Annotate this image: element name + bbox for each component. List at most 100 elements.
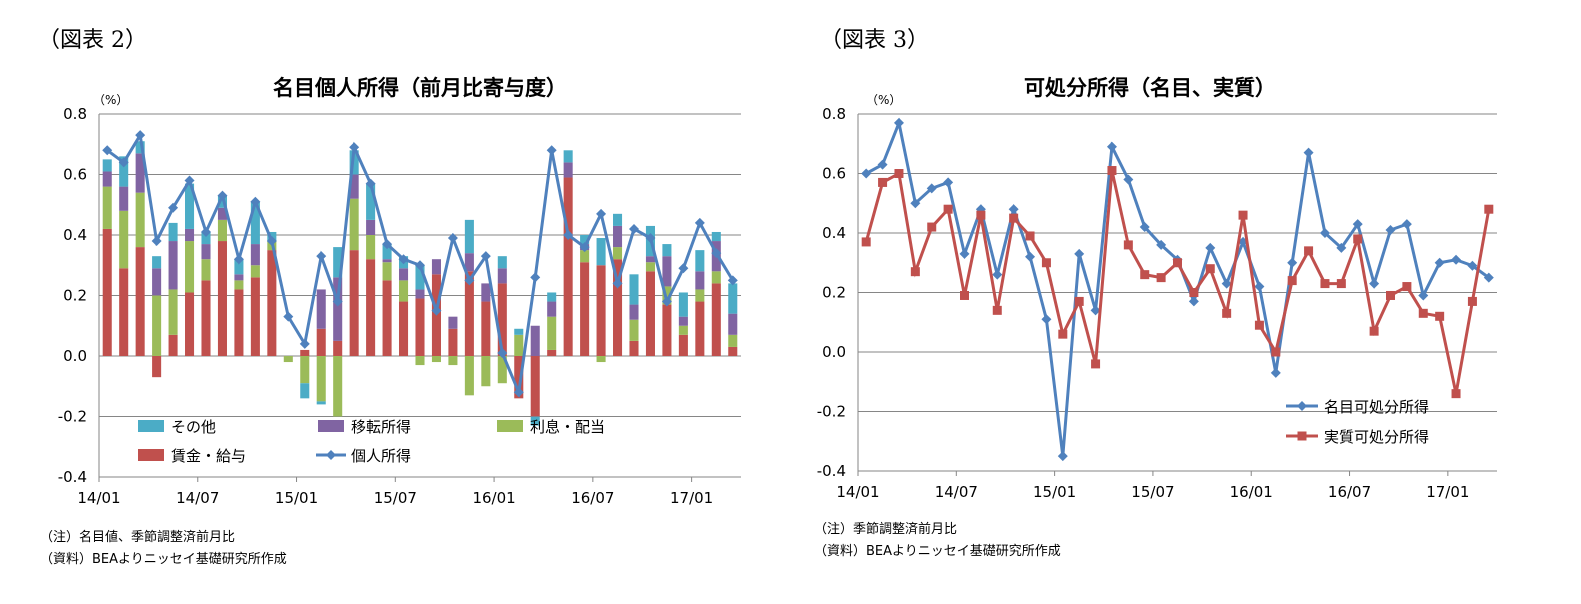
- legend-marker-0: [1297, 401, 1307, 411]
- bar-wage: [349, 250, 359, 356]
- x-tick-label: 16/07: [571, 489, 614, 507]
- bar-wage: [530, 356, 540, 417]
- bar-interest: [135, 192, 145, 248]
- bar-transfer: [185, 228, 195, 242]
- personal-income-marker: [447, 233, 458, 244]
- bar-other: [728, 283, 738, 314]
- bar-transfer: [464, 253, 474, 272]
- bar-transfer: [547, 301, 557, 317]
- bar-transfer: [349, 174, 359, 199]
- bar-transfer: [431, 259, 441, 275]
- bar-other: [316, 401, 326, 405]
- series-marker-1: [976, 210, 986, 220]
- bar-wage: [695, 301, 705, 356]
- series-marker-0: [910, 198, 921, 209]
- bar-wage: [497, 283, 507, 356]
- bar-wage: [596, 265, 606, 356]
- bar-other: [695, 250, 705, 272]
- bar-wage: [366, 259, 376, 356]
- y-tick-label: 0.6: [822, 165, 846, 183]
- y-tick-label: 0.2: [822, 284, 846, 302]
- bar-wage: [119, 268, 129, 356]
- bar-transfer: [530, 325, 540, 356]
- bar-transfer: [333, 277, 343, 341]
- series-marker-1: [1041, 258, 1051, 268]
- bar-transfer: [678, 316, 688, 326]
- bar-other: [547, 292, 557, 302]
- series-marker-1: [943, 204, 953, 214]
- bar-transfer: [152, 268, 162, 296]
- y-tick-label: 0.8: [822, 105, 846, 123]
- disposable-income-chart: -0.4 -0.2 0.0 0.2 0.4 0.6 0.8 14/01 14/07 15/01 15…: [817, 76, 1497, 501]
- bar-wage: [514, 356, 524, 399]
- series-marker-0: [1205, 242, 1216, 253]
- personal-income-marker: [530, 272, 541, 283]
- personal-income-marker: [661, 296, 672, 307]
- series-marker-0: [1434, 257, 1445, 268]
- series-marker-0: [1483, 272, 1494, 283]
- bar-wage: [629, 340, 639, 356]
- x-tick-label: 14/07: [935, 483, 978, 501]
- personal-income-marker: [645, 233, 656, 244]
- x-tick-label: 16/01: [472, 489, 515, 507]
- bar-transfer: [481, 283, 491, 302]
- series-marker-0: [1123, 174, 1134, 185]
- series-marker-0: [959, 248, 970, 259]
- bar-other: [234, 259, 244, 275]
- series-marker-0: [1106, 141, 1117, 152]
- legend-label-1: 実質可処分所得: [1324, 428, 1429, 446]
- series-marker-1: [992, 305, 1002, 315]
- figure-2-note: （注）名目値、季節調整済前月比: [40, 530, 236, 545]
- series-marker-0: [1057, 451, 1068, 462]
- series-marker-1: [878, 177, 888, 187]
- y-tick-label: 0.4: [822, 224, 846, 242]
- series-marker-1: [1091, 359, 1101, 369]
- bar-interest: [448, 356, 458, 366]
- personal-income-marker: [546, 145, 557, 156]
- series-marker-0: [1188, 296, 1199, 307]
- series-marker-0: [1418, 290, 1429, 301]
- series-line-1: [864, 170, 1491, 394]
- personal-income-marker: [431, 305, 442, 316]
- bar-interest: [728, 334, 738, 347]
- bar-other: [185, 183, 195, 229]
- legend-label-interest: 利息・配当: [530, 418, 605, 436]
- bar-other: [662, 244, 672, 257]
- series-marker-1: [1009, 213, 1019, 223]
- bar-interest: [283, 356, 293, 363]
- series-marker-0: [1090, 305, 1101, 316]
- bar-wage: [382, 280, 392, 356]
- chart-title: 名目個人所得（前月比寄与度）: [273, 76, 567, 100]
- bar-interest: [629, 319, 639, 341]
- personal-income-marker: [382, 239, 393, 250]
- personal-income-marker: [283, 311, 294, 322]
- series-marker-0: [1352, 219, 1363, 230]
- bar-transfer: [448, 316, 458, 329]
- bar-transfer: [695, 271, 705, 290]
- bar-interest: [547, 316, 557, 350]
- figure-3-source: （資料）BEAよりニッセイ基礎研究所作成: [814, 544, 1061, 559]
- bar-other: [300, 383, 310, 399]
- figure-2-label: （図表 2）: [38, 28, 147, 53]
- bar-other: [250, 201, 260, 245]
- bar-interest: [382, 262, 392, 281]
- bar-interest: [168, 289, 178, 335]
- personal-income-marker: [299, 338, 310, 349]
- personal-income-marker: [365, 178, 376, 189]
- x-tick-label: 16/07: [1328, 483, 1371, 501]
- bar-other: [217, 195, 227, 208]
- bar-wage: [135, 247, 145, 356]
- legend-label-0: 名目可処分所得: [1324, 398, 1429, 416]
- bar-transfer: [728, 313, 738, 335]
- series-marker-1: [1205, 264, 1215, 274]
- bar-other: [497, 256, 507, 269]
- bar-other: [464, 219, 474, 254]
- bar-transfer: [629, 304, 639, 320]
- bar-wage: [547, 349, 557, 356]
- bar-wage: [217, 241, 227, 356]
- bar-wage: [234, 289, 244, 356]
- personal-income-marker: [266, 236, 277, 247]
- bar-wage: [711, 283, 721, 356]
